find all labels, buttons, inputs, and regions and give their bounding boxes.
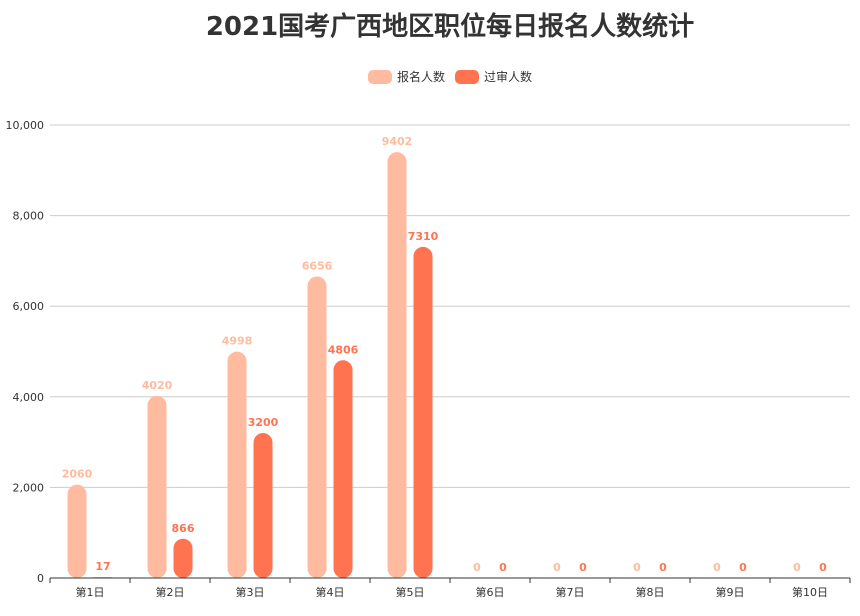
y-tick-label: 10,000 <box>6 119 45 132</box>
legend-label: 过审人数 <box>484 69 532 84</box>
x-tick-label: 第5日 <box>396 585 425 599</box>
bar-series-2-3[interactable] <box>253 433 273 578</box>
y-tick-label: 4,000 <box>13 391 45 404</box>
data-label: 17 <box>95 560 110 573</box>
x-tick-label: 第3日 <box>236 585 265 599</box>
x-tick-label: 第8日 <box>636 585 665 599</box>
y-axis-ticks: 0 2,000 4,000 6,000 8,000 10,000 <box>6 119 45 585</box>
y-tick-label: 2,000 <box>13 481 45 494</box>
bar-series-2-2[interactable] <box>173 538 193 578</box>
x-tick-label: 第1日 <box>76 585 105 599</box>
data-label: 2060 <box>62 468 93 481</box>
data-label: 0 <box>473 561 481 574</box>
data-label: 0 <box>819 561 827 574</box>
x-tick-label: 第7日 <box>556 585 585 599</box>
data-label: 0 <box>713 561 721 574</box>
gridlines <box>50 124 850 488</box>
x-tick-label: 第9日 <box>716 585 745 599</box>
data-label: 9402 <box>382 135 413 148</box>
data-label: 0 <box>739 561 747 574</box>
bar-series-1-3[interactable] <box>227 351 247 578</box>
y-tick-label: 8,000 <box>13 210 45 223</box>
data-label: 4806 <box>328 343 359 356</box>
bar-series-1-1[interactable] <box>67 484 87 578</box>
legend-swatch <box>368 70 392 84</box>
bar-series-1-5[interactable] <box>387 152 407 578</box>
data-label: 0 <box>553 561 561 574</box>
y-tick-label: 0 <box>37 572 44 585</box>
y-tick-label: 6,000 <box>13 300 45 313</box>
x-axis: 第1日 第2日 第3日 第4日 第5日 第6日 第7日 第8日 第9日 第10日 <box>49 577 851 599</box>
bar-series-2-4[interactable] <box>333 360 353 578</box>
data-label: 4998 <box>222 335 253 348</box>
data-label: 0 <box>659 561 667 574</box>
legend-item-1[interactable]: 报名人数 <box>368 69 445 84</box>
x-tick-label: 第2日 <box>156 585 185 599</box>
legend-item-2[interactable]: 过审人数 <box>455 69 532 84</box>
data-label: 0 <box>579 561 587 574</box>
data-label: 7310 <box>408 230 439 243</box>
bar-series-1-4[interactable] <box>307 276 327 578</box>
bars <box>67 152 433 578</box>
legend[interactable]: 报名人数 过审人数 <box>368 69 532 84</box>
chart-title: 2021国考广西地区职位每日报名人数统计 <box>206 11 694 42</box>
data-label: 0 <box>499 561 507 574</box>
legend-swatch <box>455 70 479 84</box>
data-label: 6656 <box>302 259 333 272</box>
data-label: 866 <box>172 522 195 535</box>
bar-series-1-2[interactable] <box>147 395 167 578</box>
x-tick-label: 第10日 <box>792 585 828 599</box>
data-labels: 2060 4020 4998 6656 9402 0 0 0 0 0 17 866 3200 4806 73… <box>62 135 827 574</box>
bar-series-2-5[interactable] <box>413 246 433 578</box>
data-label: 0 <box>633 561 641 574</box>
legend-label: 报名人数 <box>397 69 445 84</box>
data-label: 0 <box>793 561 801 574</box>
data-label: 3200 <box>248 416 279 429</box>
x-tick-label: 第6日 <box>476 585 505 599</box>
x-tick-label: 第4日 <box>316 585 345 599</box>
data-label: 4020 <box>142 379 173 392</box>
